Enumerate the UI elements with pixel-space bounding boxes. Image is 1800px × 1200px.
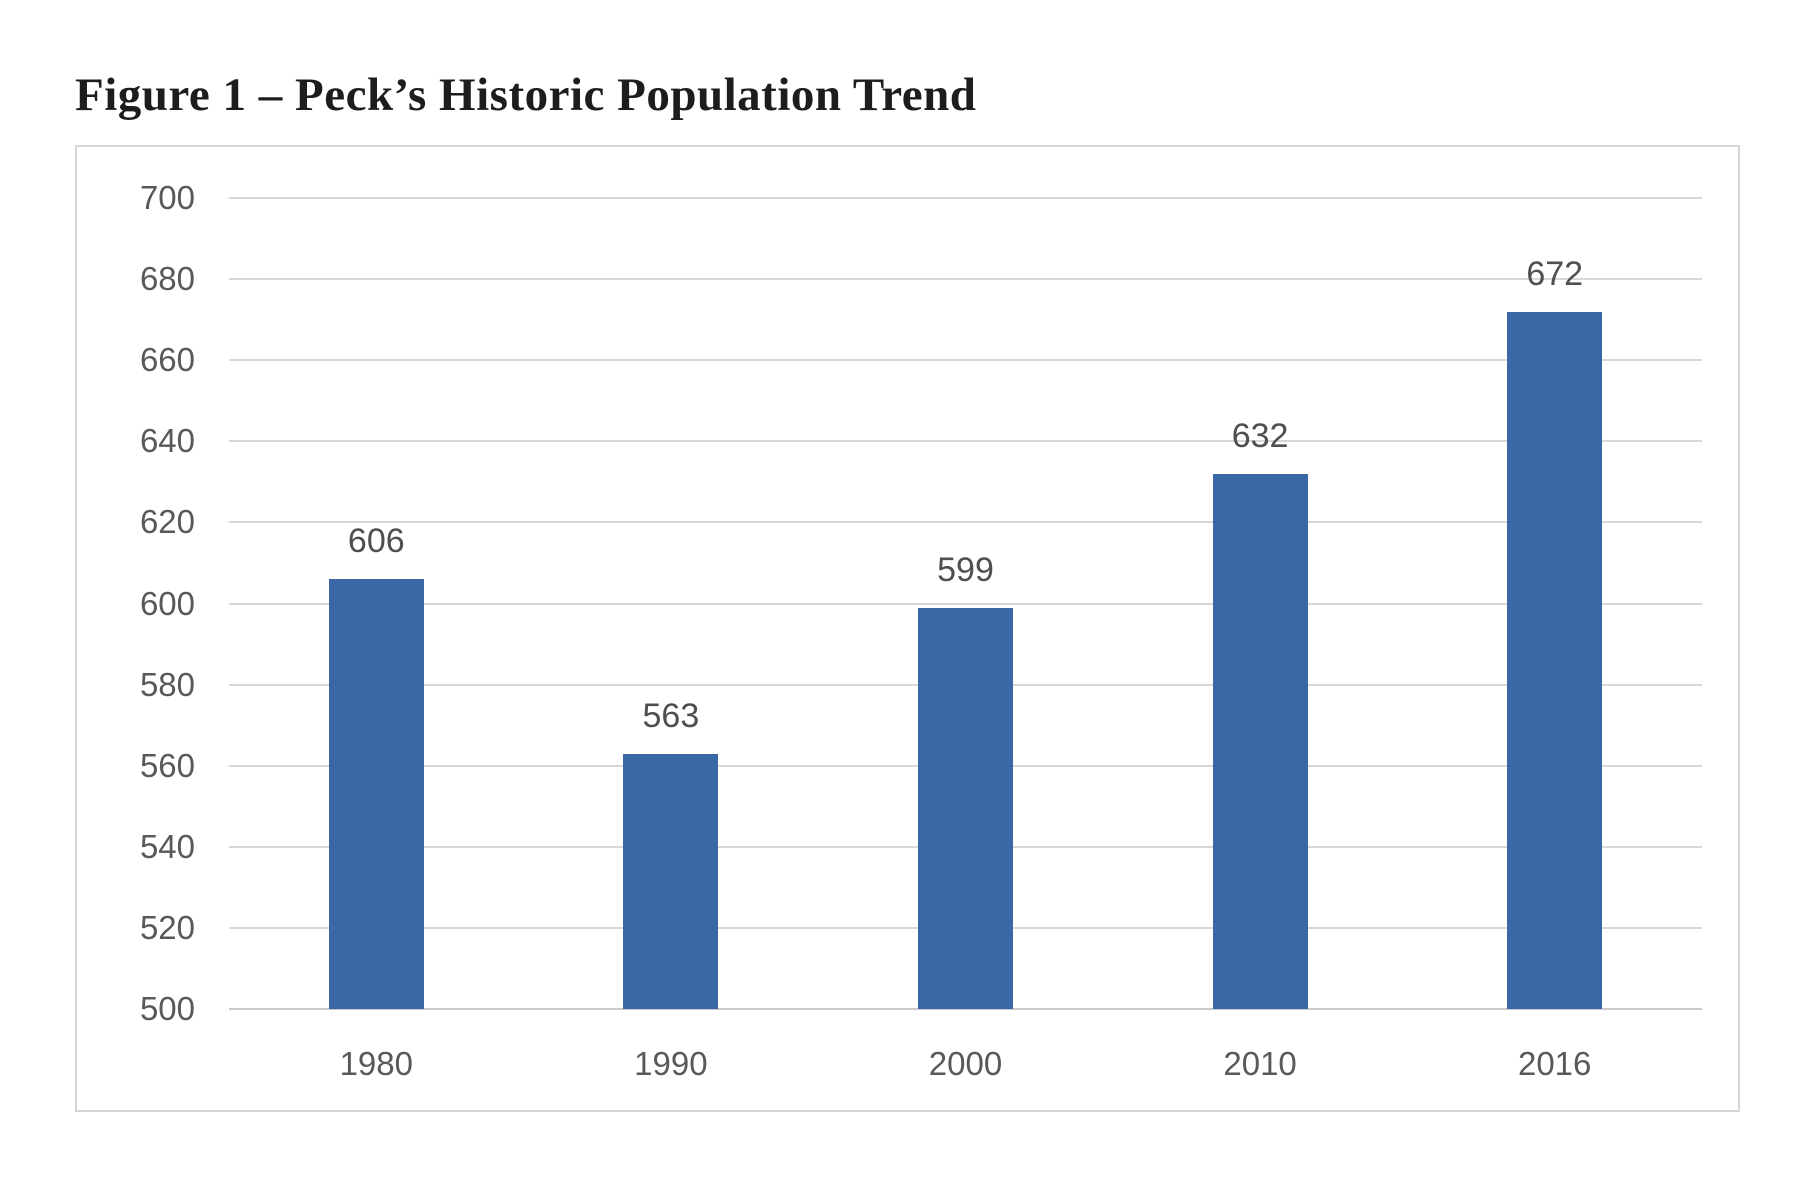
gridline-600 [229,602,1702,605]
y-axis-label-520: 520 [139,908,195,946]
bar-value-1980: 606 [347,522,405,561]
y-axis-label-680: 680 [139,260,195,298]
y-axis-label-600: 600 [139,584,195,622]
y-axis-label-560: 560 [139,746,195,784]
bar-2016 [1507,311,1603,1009]
y-axis-label-500: 500 [139,990,195,1027]
x-axis-label-2000: 2000 [928,1045,1003,1082]
y-axis-label-580: 580 [139,665,195,703]
figure-title: Figure 1 – Peck’s Historic Population Tr… [75,69,977,121]
bar-value-1990: 563 [642,696,700,735]
bar-value-2010: 632 [1231,416,1289,455]
gridline-620 [229,521,1702,524]
bar-value-2000: 599 [937,550,994,589]
bar-1980 [328,579,424,1009]
gridline-500 [229,1008,1702,1010]
y-axis-label-660: 660 [139,341,195,379]
population-bar-chart: 500 520 540 560 580 600 620 640 660 680 700 606 1980… [75,145,1740,1112]
bar-value-2016: 672 [1526,254,1584,293]
gridline-700 [229,197,1702,199]
bar-1990 [623,753,719,1009]
x-axis-label-2016: 2016 [1517,1045,1592,1082]
bar-2010 [1212,473,1308,1009]
y-axis-label-700: 700 [139,179,195,216]
y-axis-label-620: 620 [139,503,195,541]
y-axis-label-640: 640 [139,422,195,460]
y-axis-label-540: 540 [139,827,195,865]
x-axis-label-1990: 1990 [634,1045,708,1082]
x-axis-label-1980: 1980 [339,1045,413,1082]
gridline-660 [229,359,1702,362]
x-axis-label-2010: 2010 [1223,1045,1297,1082]
gridline-680 [229,278,1702,281]
gridline-640 [229,440,1702,443]
bar-2000 [918,607,1013,1009]
